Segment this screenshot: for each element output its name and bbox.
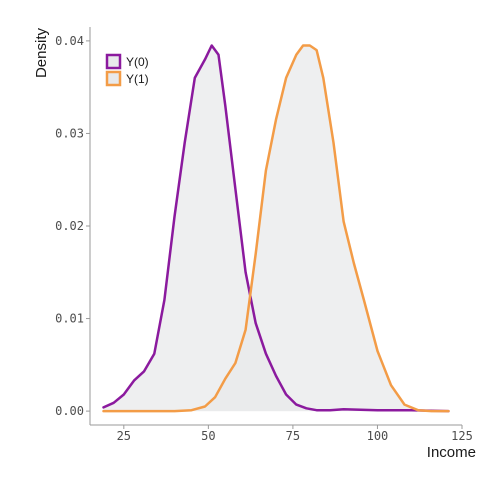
y-tick-label: 0.01 xyxy=(55,312,84,326)
legend-swatch-1 xyxy=(105,70,122,87)
legend-swatch-0 xyxy=(105,53,122,70)
y-axis-ticks: 0.00 0.01 0.02 0.03 0.04 xyxy=(55,34,90,418)
legend-label-0: Y(0) xyxy=(126,55,149,69)
x-tick-label: 100 xyxy=(367,429,389,443)
x-tick-label: 25 xyxy=(117,429,131,443)
x-tick-label: 75 xyxy=(286,429,300,443)
x-tick-label: 50 xyxy=(201,429,215,443)
y-tick-label: 0.04 xyxy=(55,34,84,48)
density-line-1 xyxy=(102,44,450,413)
legend-label-1: Y(1) xyxy=(126,72,149,86)
y-tick-label: 0.00 xyxy=(55,404,84,418)
density-areas xyxy=(103,45,449,412)
y-axis-title: Density xyxy=(33,28,50,79)
density-lines xyxy=(102,44,450,413)
x-tick-label: 125 xyxy=(451,429,473,443)
density-area-0 xyxy=(103,45,449,412)
x-axis-ticks: 25 50 75 100 125 xyxy=(117,425,473,443)
density-area-1 xyxy=(103,45,449,412)
x-axis-title: Income xyxy=(427,444,476,461)
y-tick-label: 0.02 xyxy=(55,219,84,233)
y-tick-label: 0.03 xyxy=(55,126,84,140)
legend: Y(0) Y(1) xyxy=(105,53,149,87)
density-line-0 xyxy=(102,44,450,413)
